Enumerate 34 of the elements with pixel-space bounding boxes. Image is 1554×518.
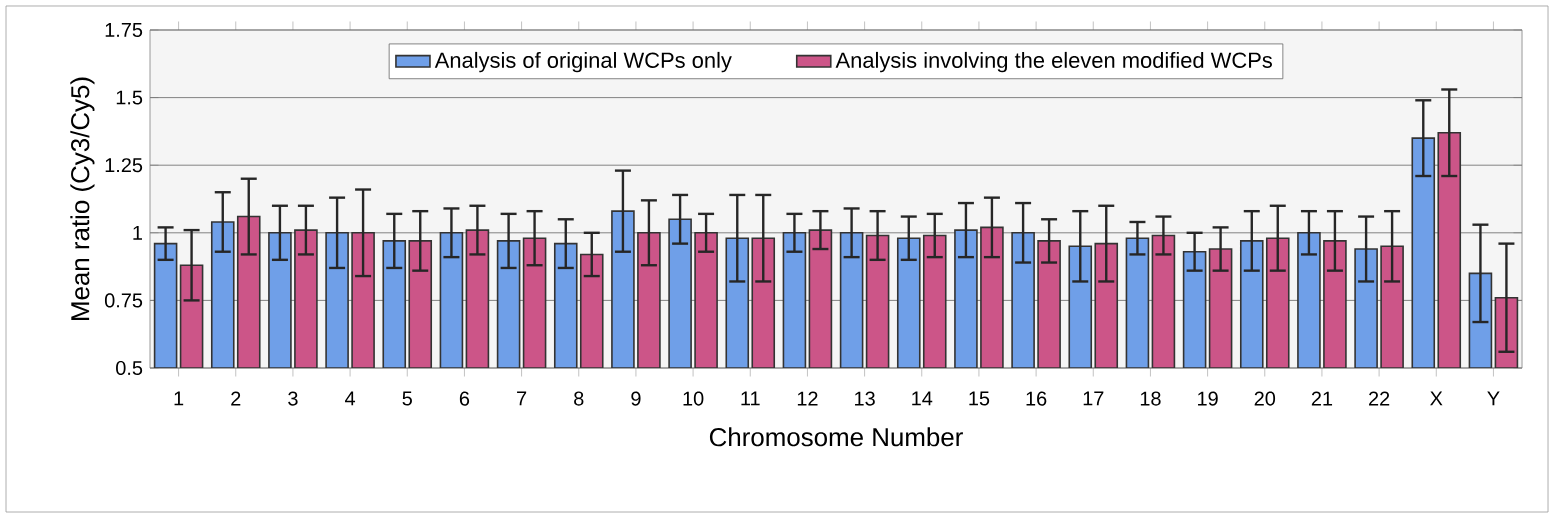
x-tick-label: 19 <box>1198 391 1218 406</box>
x-tick-label: 10 <box>683 391 704 406</box>
x-tick-label: 18 <box>1140 391 1161 406</box>
y-tick-label: 1.25 <box>105 158 143 173</box>
x-tick-label: 8 <box>574 391 584 406</box>
y-tick-label: 1.5 <box>116 90 143 105</box>
x-tick-label: 17 <box>1083 391 1104 406</box>
y-tick-label: 1.75 <box>105 23 143 37</box>
x-tick-label: 11 <box>741 391 760 406</box>
x-tick-label: 15 <box>969 391 990 406</box>
x-tick-label: 2 <box>231 391 241 406</box>
x-tick-label: 16 <box>1026 391 1047 406</box>
y-tick-label: 0.75 <box>104 293 143 308</box>
x-tick-label: 9 <box>631 391 641 406</box>
legend-label: Analysis involving the eleven modified WCPs <box>835 51 1272 73</box>
y-tick-label: 1 <box>133 225 142 240</box>
x-tick-label: 20 <box>1254 391 1276 406</box>
x-tick-label: 14 <box>912 391 933 406</box>
x-tick-label: 12 <box>797 391 818 406</box>
x-tick-label: Y <box>1487 391 1500 406</box>
x-tick-label: 7 <box>517 391 527 406</box>
x-tick-label: 6 <box>459 391 470 406</box>
x-tick-label: 21 <box>1311 391 1333 406</box>
x-tick-label: 13 <box>855 391 875 406</box>
x-tick-label: 22 <box>1369 391 1390 406</box>
x-axis-title: Chromosome Number <box>709 427 963 447</box>
x-tick-label: 4 <box>345 391 356 406</box>
legend-label: Analysis of original WCPs only <box>434 51 732 73</box>
y-axis-title: Mean ratio (Cy3/Cy5) <box>70 77 95 320</box>
x-tick-label: X <box>1430 391 1443 406</box>
x-tick-label: 5 <box>402 391 412 406</box>
x-tick-label: 1 <box>174 391 184 406</box>
y-tick-label: 0.5 <box>116 360 143 376</box>
x-tick-label: 3 <box>288 391 298 406</box>
